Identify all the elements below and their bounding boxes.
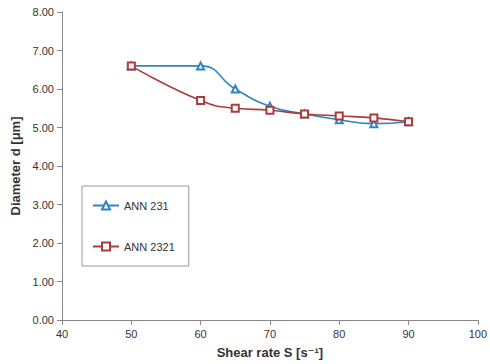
svg-text:100: 100: [469, 328, 487, 340]
svg-text:60: 60: [194, 328, 206, 340]
svg-text:50: 50: [125, 328, 137, 340]
svg-text:5.00: 5.00: [33, 122, 54, 134]
svg-text:6.00: 6.00: [33, 83, 54, 95]
svg-text:Shear rate S [s⁻¹]: Shear rate S [s⁻¹]: [217, 345, 324, 360]
svg-text:Diameter d [μm]: Diameter d [μm]: [8, 117, 23, 216]
svg-text:8.00: 8.00: [33, 6, 54, 18]
svg-text:1.00: 1.00: [33, 276, 54, 288]
svg-text:2.00: 2.00: [33, 237, 54, 249]
svg-text:40: 40: [56, 328, 68, 340]
svg-text:0.00: 0.00: [33, 314, 54, 326]
svg-text:3.00: 3.00: [33, 199, 54, 211]
svg-text:70: 70: [264, 328, 276, 340]
svg-text:ANN 231: ANN 231: [124, 200, 169, 212]
svg-text:7.00: 7.00: [33, 45, 54, 57]
svg-text:80: 80: [333, 328, 345, 340]
svg-text:4.00: 4.00: [33, 160, 54, 172]
svg-text:ANN 2321: ANN 2321: [124, 241, 175, 253]
svg-text:90: 90: [402, 328, 414, 340]
